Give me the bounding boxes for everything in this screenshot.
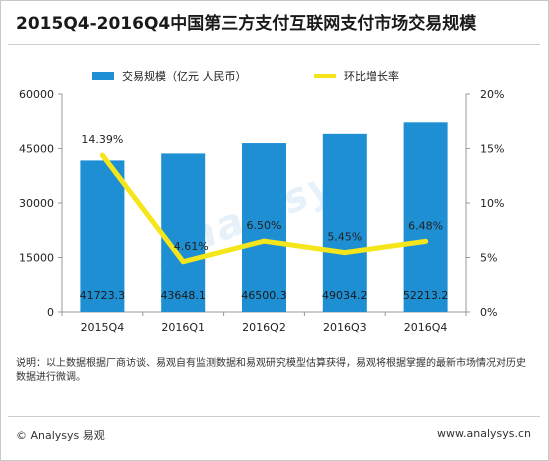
- bar-data-label: 41723.3: [80, 289, 126, 302]
- line-data-label: 14.39%: [81, 133, 123, 146]
- legend-swatch-bar: [92, 72, 114, 80]
- bar: [404, 122, 448, 312]
- line-data-label: 5.45%: [327, 231, 362, 244]
- x-tick-label: 2016Q4: [404, 321, 448, 334]
- line-point: [181, 259, 186, 264]
- y-left-tick-label: 60000: [19, 88, 54, 101]
- x-tick-label: 2016Q1: [161, 321, 205, 334]
- footer-website: www.analysys.cn: [437, 427, 531, 440]
- bar-data-label: 46500.3: [241, 289, 287, 302]
- line-data-label: 4.61%: [174, 240, 209, 253]
- bar-data-label: 52213.2: [403, 289, 449, 302]
- line-point: [423, 239, 428, 244]
- y-left-tick-label: 0: [47, 306, 54, 319]
- y-right-tick-label: 0%: [480, 306, 497, 319]
- y-right-tick-label: 20%: [480, 88, 504, 101]
- bar-data-label: 49034.2: [322, 289, 368, 302]
- legend-label-line: 环比增长率: [344, 69, 399, 83]
- line-point: [100, 153, 105, 158]
- y-right-tick-label: 5%: [480, 252, 497, 265]
- legend-label-bar: 交易规模（亿元 人民币）: [122, 69, 247, 83]
- bar-data-label: 43648.1: [160, 289, 206, 302]
- y-left-tick-label: 15000: [19, 252, 54, 265]
- bar: [323, 134, 367, 312]
- line-point: [262, 239, 267, 244]
- x-tick-label: 2016Q3: [323, 321, 367, 334]
- chart-plot: 交易规模（亿元 人民币） 环比增长率 0 15000 30000 45000 60000 0%…: [0, 0, 549, 350]
- line-point: [342, 250, 347, 255]
- y-right-tick-label: 10%: [480, 197, 504, 210]
- line-data-label: 6.50%: [247, 219, 282, 232]
- footnote: 说明：以上数据根据厂商访谈、易观自有监测数据和易观研究模型估算获得，易观将根据掌…: [16, 357, 528, 385]
- footer-copyright: © Analysys 易观: [16, 427, 105, 443]
- legend-swatch-line: [314, 74, 336, 78]
- y-left-tick-label: 45000: [19, 143, 54, 156]
- x-tick-label: 2015Q4: [81, 321, 125, 334]
- y-left-tick-label: 30000: [19, 197, 54, 210]
- x-tick-label: 2016Q2: [242, 321, 286, 334]
- footer-divider: [8, 416, 540, 417]
- y-right-tick-label: 15%: [480, 143, 504, 156]
- line-data-label: 6.48%: [408, 219, 443, 232]
